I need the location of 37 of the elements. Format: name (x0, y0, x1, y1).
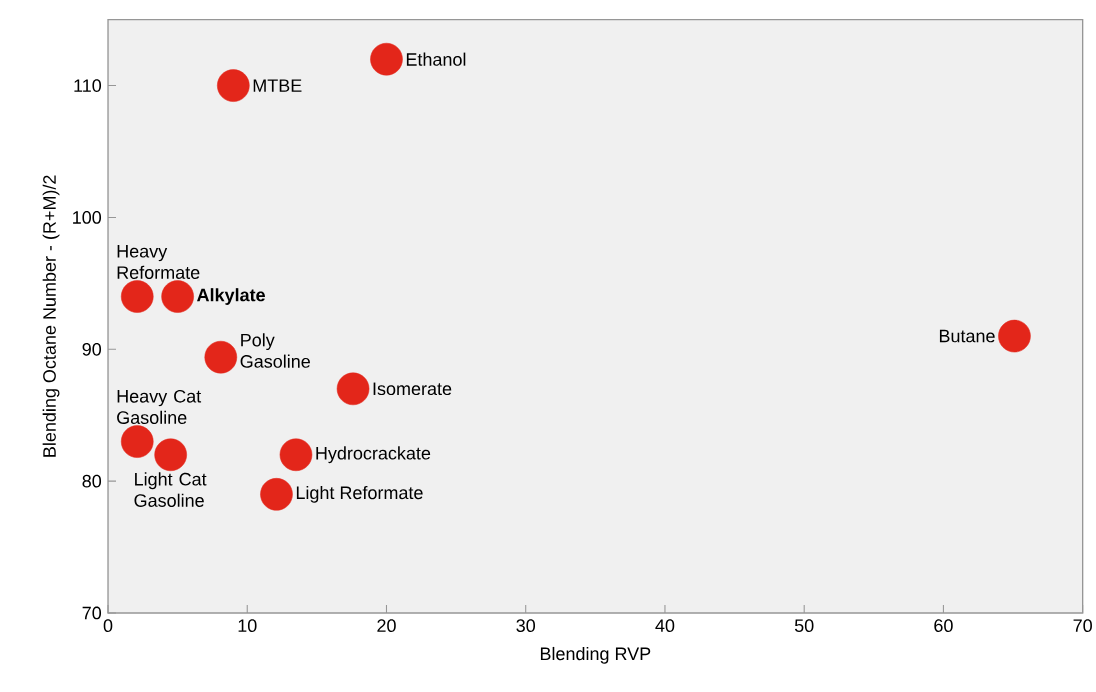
point (279, 438, 313, 472)
point (161, 280, 194, 313)
x-tick-label: 30 (516, 619, 536, 632)
annotation: Heavy Reformate (117, 245, 200, 279)
point (998, 319, 1031, 353)
annotation: Ethanol (406, 52, 466, 66)
annotation: Butane (939, 329, 995, 343)
y-tick-label: 100 (73, 211, 102, 224)
annotation: Isomerate (373, 382, 452, 396)
x-tick-label: 50 (794, 619, 814, 632)
point (370, 42, 403, 76)
annotation: Heavy Cat Gasoline (117, 389, 202, 424)
annotation: Alkylate (197, 288, 265, 305)
point (154, 438, 187, 472)
annotation: MTBE (253, 79, 302, 92)
annotation: Hydrocrackate (316, 446, 431, 464)
point (204, 340, 238, 374)
annotation: Light Cat Gasoline (134, 472, 207, 507)
x-tick-label: 20 (377, 619, 396, 632)
point (120, 280, 154, 313)
x-tick-label: 60 (934, 619, 953, 632)
y-tick-label: 110 (74, 79, 102, 92)
x-tick-label: 10 (238, 619, 257, 632)
x-tick-label: 0 (103, 619, 113, 632)
x-tick-label: 70 (1073, 619, 1092, 632)
point (120, 425, 154, 458)
y-axis-title: Blending Octane Number - (R+M)/2 (42, 175, 60, 457)
y-tick-label: 80 (82, 474, 102, 488)
point (260, 478, 293, 511)
point (217, 69, 250, 102)
y-tick-label: 90 (82, 342, 102, 356)
annotation: Poly Gasoline (240, 333, 310, 368)
x-tick-label: 40 (655, 619, 675, 632)
point (336, 372, 370, 406)
annotation: Light Reformate (296, 485, 423, 503)
y-tick-label: 70 (82, 606, 102, 620)
x-axis-title: Blending RVP (540, 646, 651, 664)
